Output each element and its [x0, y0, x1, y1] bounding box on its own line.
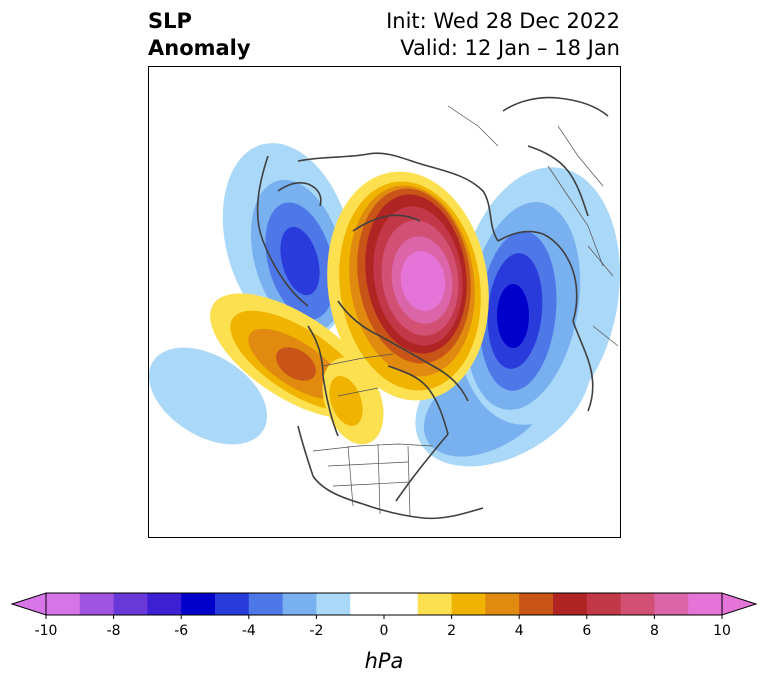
west-pacific-low — [222, 143, 354, 339]
title-line-2: Anomaly — [148, 36, 251, 60]
colorbar-bins — [46, 593, 723, 615]
subtropical-pacific-low — [148, 347, 268, 445]
colorbar-bin — [586, 593, 622, 615]
colorbar-tick-label: 0 — [380, 623, 389, 639]
colorbar-bin — [181, 593, 216, 615]
colorbar-ticks: -10 -8 -6 -4 -2 0 2 4 6 8 10 — [35, 615, 731, 639]
colorbar: -10 -8 -6 -4 -2 0 2 4 6 8 10 hPa — [10, 592, 758, 673]
map-title: SLP Anomaly — [148, 8, 251, 62]
colorbar-tick-label: -2 — [309, 623, 323, 639]
colorbar-bin — [485, 593, 520, 615]
borders — [312, 105, 619, 517]
valid-range: Valid: 12 Jan – 18 Jan — [400, 36, 620, 60]
colorbar-unit-label: hPa — [365, 649, 404, 673]
colorbar-bin — [417, 593, 453, 615]
colorbar-bin — [688, 593, 723, 615]
colorbar-bin — [215, 593, 250, 615]
title-line-1: SLP — [148, 9, 192, 33]
colorbar-tick-label: -8 — [107, 623, 121, 639]
arctic-high — [327, 171, 489, 401]
scandinavia-low — [456, 167, 620, 425]
colorbar-bin — [654, 593, 689, 615]
colorbar-over-triangle — [721, 592, 758, 616]
colorbar-tick-label: 10 — [713, 623, 731, 639]
colorbar-bin — [316, 593, 351, 615]
coastlines — [256, 96, 609, 520]
colorbar-tick-label: -10 — [35, 623, 58, 639]
init-date: Init: Wed 28 Dec 2022 — [386, 9, 620, 33]
colorbar-tick-label: 8 — [650, 623, 659, 639]
colorbar-bin — [620, 593, 655, 615]
colorbar-bin — [350, 593, 385, 615]
colorbar-tick-label: 4 — [515, 623, 524, 639]
colorbar-under-triangle — [10, 592, 47, 616]
colorbar-bin — [113, 593, 148, 615]
colorbar-bin — [147, 593, 182, 615]
colorbar-bin — [451, 593, 486, 615]
colorbar-bin — [519, 593, 554, 615]
date-info: Init: Wed 28 Dec 2022 Valid: 12 Jan – 18… — [386, 8, 620, 62]
colorbar-tick-label: 6 — [582, 623, 591, 639]
colorbar-bin — [79, 593, 115, 615]
colorbar-bin — [248, 593, 284, 615]
colorbar-bin — [282, 593, 317, 615]
map-frame — [148, 66, 621, 538]
colorbar-bin — [553, 593, 588, 615]
colorbar-bin — [46, 593, 81, 615]
colorbar-tick-label: 2 — [447, 623, 456, 639]
colorbar-tick-label: -4 — [242, 623, 256, 639]
colorbar-tick-label: -6 — [174, 623, 188, 639]
colorbar-bin — [384, 593, 419, 615]
slp-anomaly-map — [148, 66, 621, 538]
